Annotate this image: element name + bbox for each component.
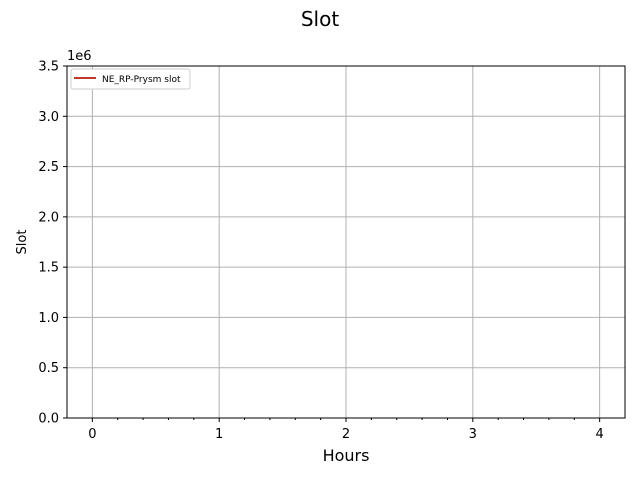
x-tick-label: 2 <box>342 427 350 442</box>
y-tick-label: 0.5 <box>38 361 59 376</box>
legend: NE_RP-Prysm slot <box>70 68 191 90</box>
y-tick-label: 2.5 <box>38 160 59 175</box>
x-axis-ticks: 0 1 2 3 4 <box>88 418 604 442</box>
y-tick-label: 1.0 <box>38 311 59 326</box>
y-tick-label: 3.0 <box>38 110 59 125</box>
y-axis-label: Slot <box>15 230 30 255</box>
x-tick-label: 1 <box>215 427 223 442</box>
x-tick-label: 4 <box>595 427 603 442</box>
y-tick-label: 3.5 <box>38 60 59 75</box>
x-tick-label: 3 <box>469 427 477 442</box>
y-axis-ticks: 0.0 0.5 1.0 1.5 2.0 2.5 3.0 3.5 <box>38 60 67 427</box>
grid <box>67 65 625 419</box>
legend-entry-label: NE_RP-Prysm slot <box>102 75 181 85</box>
legend-box <box>70 68 191 90</box>
x-axis-label: Hours <box>323 446 370 465</box>
y-tick-label: 2.0 <box>38 210 59 225</box>
y-axis-offset-label: 1e6 <box>67 49 92 64</box>
x-tick-label: 0 <box>88 427 96 442</box>
y-tick-label: 1.5 <box>38 261 59 276</box>
y-tick-label: 0.0 <box>38 412 59 427</box>
chart-title: Slot <box>301 7 339 31</box>
